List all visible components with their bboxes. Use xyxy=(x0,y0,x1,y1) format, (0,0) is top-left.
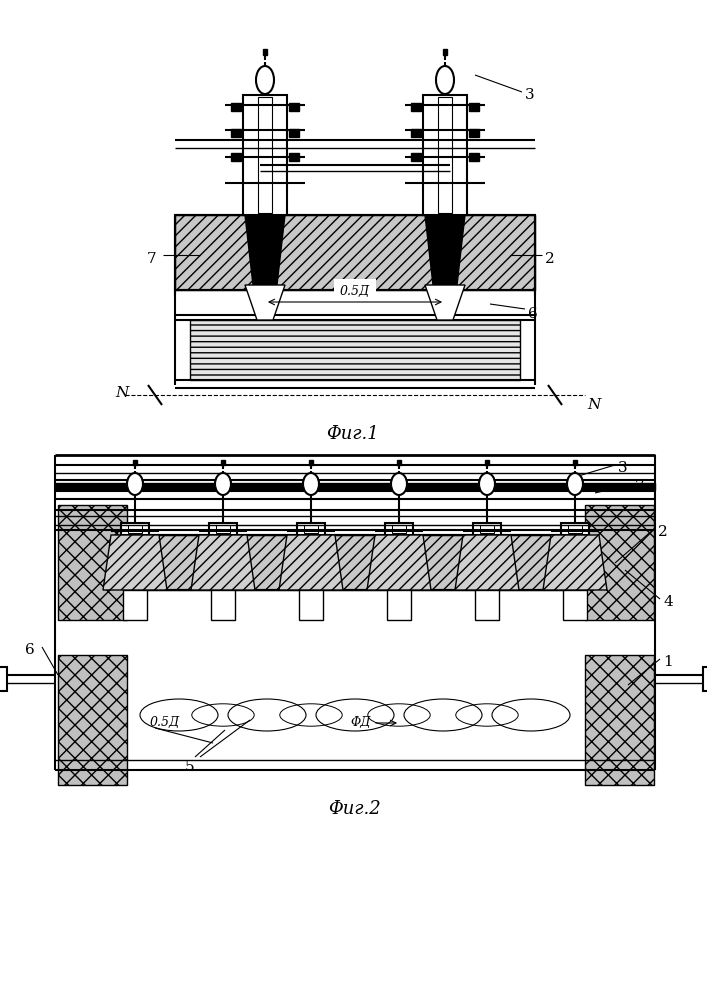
Bar xyxy=(585,655,654,785)
Bar xyxy=(485,460,489,465)
Bar xyxy=(58,655,127,785)
Polygon shape xyxy=(279,535,343,590)
Bar xyxy=(573,460,577,465)
Text: 2: 2 xyxy=(658,525,667,539)
Bar xyxy=(304,525,318,533)
Bar xyxy=(423,95,467,215)
Polygon shape xyxy=(103,535,167,590)
Bar xyxy=(411,153,421,161)
Polygon shape xyxy=(425,215,465,285)
Bar xyxy=(121,523,149,535)
Text: 6: 6 xyxy=(25,643,35,657)
Text: 2: 2 xyxy=(545,252,555,266)
Ellipse shape xyxy=(567,473,583,495)
Bar xyxy=(175,215,535,290)
Text: N: N xyxy=(587,398,600,412)
Text: 6: 6 xyxy=(528,307,538,321)
Bar xyxy=(438,97,452,213)
Polygon shape xyxy=(455,535,519,590)
Text: 0.5Д: 0.5Д xyxy=(340,285,370,298)
Text: 3: 3 xyxy=(618,461,628,475)
Bar xyxy=(297,523,325,535)
Bar xyxy=(231,129,241,137)
Bar xyxy=(0,667,7,691)
Bar xyxy=(469,153,479,161)
Bar xyxy=(289,103,299,111)
Text: 1: 1 xyxy=(663,655,673,669)
Polygon shape xyxy=(367,535,431,590)
Text: 7: 7 xyxy=(147,252,157,266)
Bar xyxy=(568,525,582,533)
Bar xyxy=(703,667,707,691)
Bar xyxy=(221,460,225,465)
Ellipse shape xyxy=(127,473,143,495)
Bar xyxy=(243,95,287,215)
Ellipse shape xyxy=(303,473,319,495)
Bar xyxy=(258,97,272,213)
Text: Φиг.1: Φиг.1 xyxy=(327,425,380,443)
Text: ΦД: ΦД xyxy=(350,716,370,730)
Bar xyxy=(209,523,237,535)
Bar xyxy=(58,505,127,620)
Polygon shape xyxy=(245,215,285,285)
Polygon shape xyxy=(425,285,465,320)
Bar xyxy=(175,215,535,290)
Bar xyxy=(480,525,494,533)
Bar xyxy=(299,590,323,620)
Ellipse shape xyxy=(479,473,495,495)
Bar xyxy=(289,153,299,161)
Bar xyxy=(123,590,147,620)
Bar xyxy=(55,483,655,490)
Text: Φиг.2: Φиг.2 xyxy=(329,800,381,818)
Bar xyxy=(133,460,137,465)
Bar xyxy=(397,460,401,465)
Ellipse shape xyxy=(391,473,407,495)
Bar xyxy=(211,590,235,620)
Polygon shape xyxy=(543,535,607,590)
Bar xyxy=(263,49,267,55)
Ellipse shape xyxy=(256,66,274,94)
Bar xyxy=(411,103,421,111)
Bar xyxy=(190,320,520,380)
Bar xyxy=(309,460,313,465)
Text: N: N xyxy=(115,386,129,400)
Text: 3: 3 xyxy=(525,88,534,102)
Bar xyxy=(473,523,501,535)
Bar xyxy=(387,590,411,620)
Bar xyxy=(127,535,583,590)
Bar xyxy=(385,523,413,535)
Text: 5: 5 xyxy=(185,760,194,774)
Bar xyxy=(190,320,520,380)
Ellipse shape xyxy=(215,473,231,495)
Bar xyxy=(443,49,447,55)
Bar xyxy=(58,655,127,785)
Bar xyxy=(563,590,587,620)
Bar xyxy=(127,535,583,590)
Text: 7: 7 xyxy=(635,480,645,494)
Bar xyxy=(216,525,230,533)
Bar xyxy=(411,129,421,137)
Bar xyxy=(231,103,241,111)
Bar xyxy=(561,523,589,535)
Bar xyxy=(475,590,499,620)
Bar xyxy=(585,505,654,620)
Bar xyxy=(469,129,479,137)
Bar xyxy=(289,129,299,137)
Bar xyxy=(231,153,241,161)
Bar xyxy=(585,505,654,620)
Bar xyxy=(392,525,406,533)
Text: 4: 4 xyxy=(663,595,673,609)
Text: 0.5Д: 0.5Д xyxy=(150,716,180,730)
Polygon shape xyxy=(191,535,255,590)
Bar xyxy=(469,103,479,111)
Polygon shape xyxy=(245,285,285,320)
Bar xyxy=(585,655,654,785)
Ellipse shape xyxy=(436,66,454,94)
Bar xyxy=(58,505,127,620)
Bar xyxy=(128,525,142,533)
